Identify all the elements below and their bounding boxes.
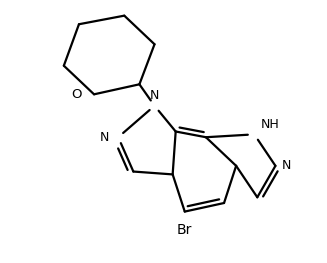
Text: N: N [282, 159, 291, 172]
Text: NH: NH [261, 118, 280, 131]
Text: N: N [100, 131, 109, 144]
Text: Br: Br [177, 223, 192, 237]
Text: N: N [150, 89, 159, 102]
Text: O: O [72, 88, 82, 101]
